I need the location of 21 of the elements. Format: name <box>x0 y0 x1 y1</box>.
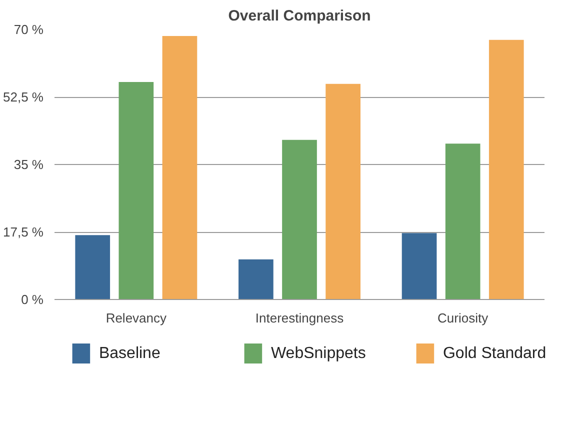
x-tick-label: Relevancy <box>106 310 168 326</box>
bar <box>75 235 110 300</box>
bar <box>238 259 274 300</box>
y-tick-label: 52,5 % <box>3 90 44 104</box>
bar <box>488 40 524 300</box>
y-tick-label: 17,5 % <box>3 224 44 240</box>
y-tick-label: 0 % <box>21 292 44 307</box>
bar <box>282 140 317 300</box>
chart-title: Overall Comparison <box>228 8 371 24</box>
legend-label: WebSnippets <box>270 345 366 362</box>
x-tick-label: Interestingness <box>255 310 344 326</box>
bar <box>118 82 154 300</box>
y-tick-label: 70 % <box>14 22 44 37</box>
legend-label: Baseline <box>98 345 160 362</box>
bar <box>326 84 360 300</box>
bar <box>445 144 480 300</box>
y-tick-label: 35 % <box>14 157 44 172</box>
bar <box>402 233 437 300</box>
legend-label: Gold Standard <box>442 345 546 362</box>
x-tick-label: Curiosity <box>438 310 489 326</box>
bar <box>162 36 198 300</box>
